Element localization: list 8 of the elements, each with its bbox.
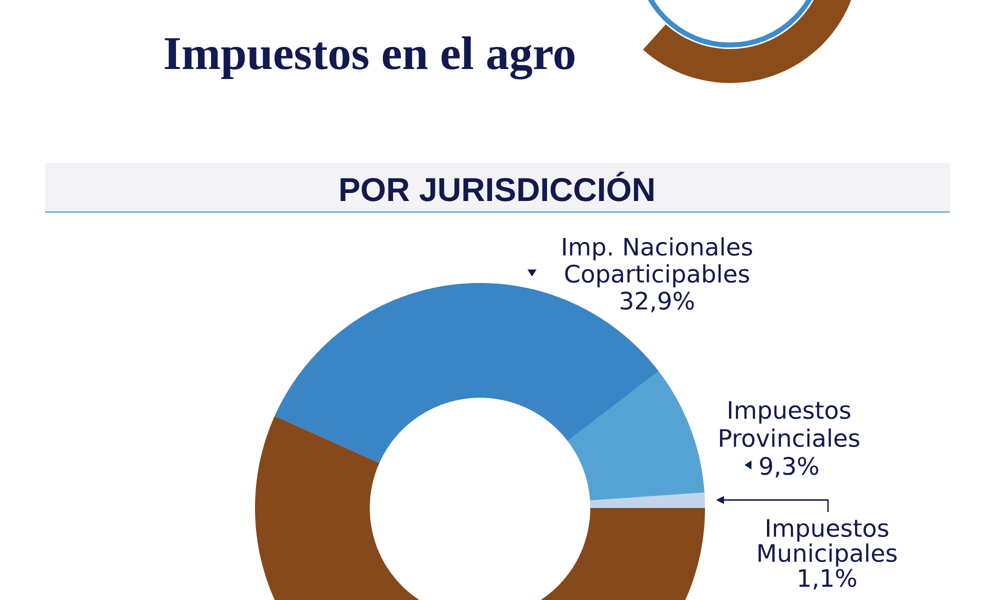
slice-label: Imp. Nacionales Coparticipables [563, 237, 752, 288]
slice-label: Impuestos Provinciales [720, 401, 860, 448]
data-label: 1,1% [799, 568, 856, 590]
data-label: 32,9% [620, 292, 694, 312]
slice-label: Impuestos Municipales [758, 519, 897, 567]
data-label: 9,3% [760, 456, 818, 478]
chart-title: Impuestos en el agro [164, 36, 574, 80]
chart-subtitle: POR JURISDICCIÓN [340, 172, 654, 202]
